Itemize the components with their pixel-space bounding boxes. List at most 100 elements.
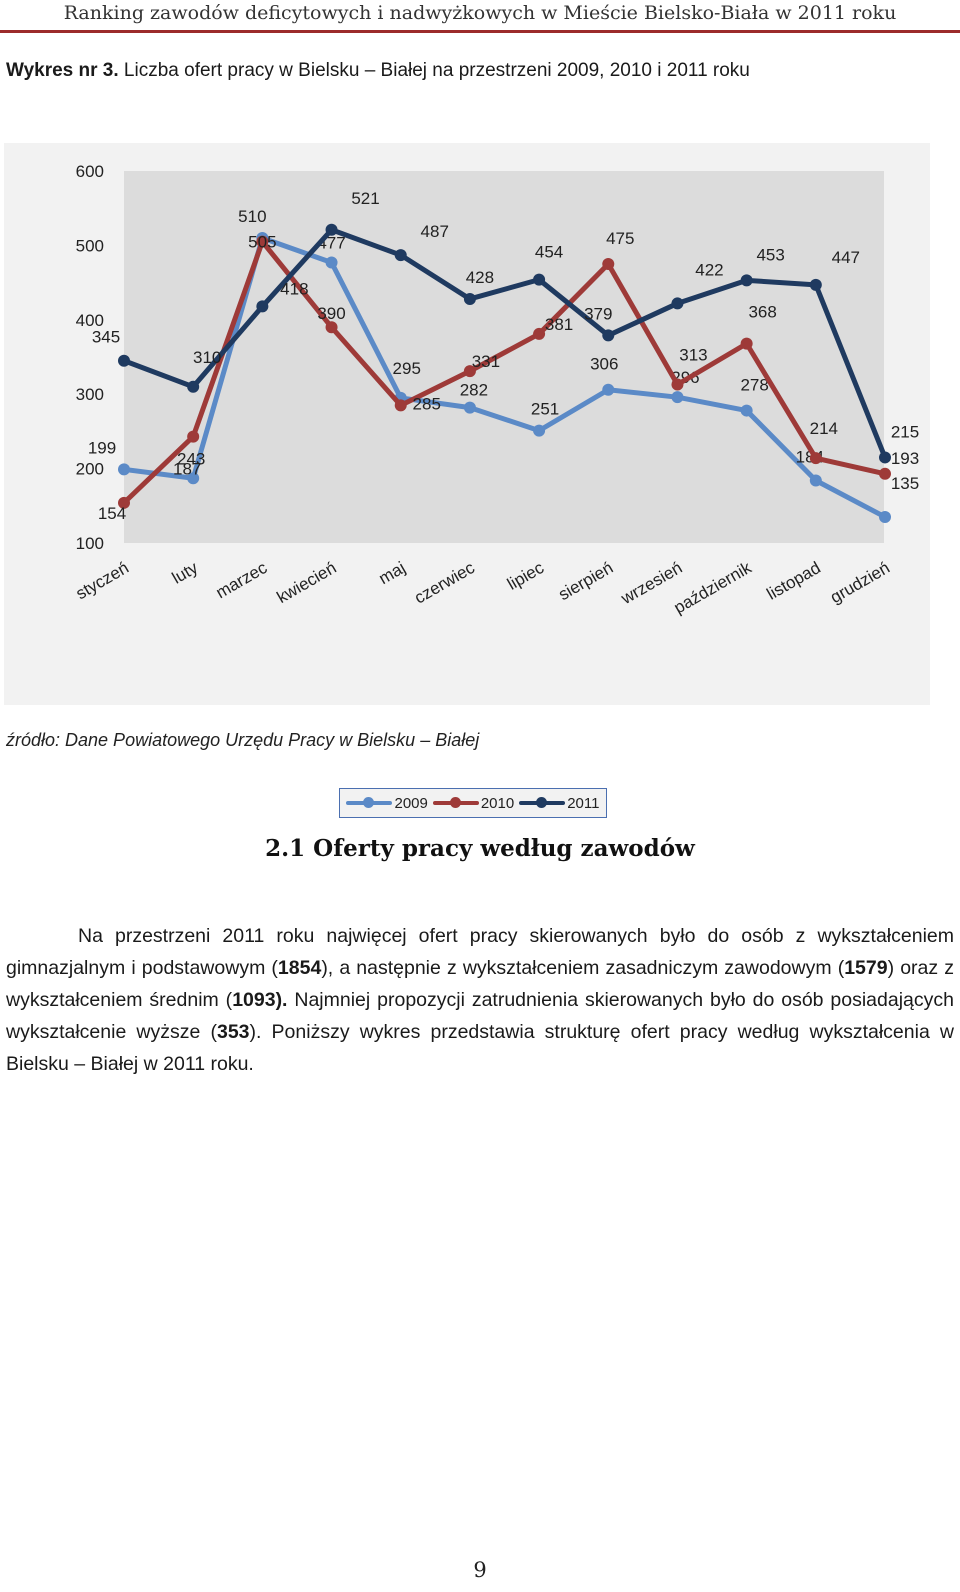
data-point-2010 — [879, 467, 891, 480]
count-zasadnicze: 1579 — [844, 957, 888, 979]
x-tick-label: czerwiec — [411, 558, 478, 608]
x-tick-label: maj — [375, 558, 408, 588]
legend-item-2009: 2009 — [346, 794, 428, 812]
y-tick-label: 100 — [76, 534, 104, 553]
y-tick-label: 600 — [76, 162, 104, 181]
data-point-2010 — [463, 365, 476, 378]
legend-label: 2009 — [394, 794, 428, 812]
data-point-2011 — [740, 274, 753, 287]
section-title: 2.1 Oferty pracy według zawodów — [265, 835, 695, 862]
data-label-2011: 422 — [695, 260, 723, 279]
data-point-2011 — [671, 297, 684, 310]
chart-legend: 2009 2010 2011 — [339, 788, 607, 818]
header-rule — [0, 30, 960, 33]
x-tick-label: kwiecień — [274, 558, 340, 607]
count-srednie: 1093). — [232, 989, 288, 1011]
y-tick-label: 400 — [76, 311, 104, 330]
data-label-2010: 390 — [317, 304, 345, 323]
data-point-2009 — [740, 404, 753, 417]
x-tick-label: styczeń — [73, 558, 132, 603]
plot-area — [124, 171, 884, 543]
line-chart: 100 200 300 400 500 600 styczeń luty marzec kwiec… — [4, 143, 930, 818]
data-label-2011: 453 — [756, 245, 784, 264]
legend-item-2011: 2011 — [519, 795, 599, 812]
data-point-2010 — [325, 321, 338, 334]
data-point-2011 — [809, 278, 822, 291]
data-point-2011 — [394, 249, 407, 262]
x-tick-label: marzec — [213, 558, 271, 603]
y-tick-label: 300 — [76, 385, 104, 404]
data-label-2010: 505 — [248, 233, 276, 252]
series-line-2010 — [121, 239, 888, 506]
data-point-2010 — [671, 378, 684, 391]
legend-swatch — [432, 797, 479, 808]
data-point-2009 — [809, 474, 822, 487]
chart-svg: 100 200 300 400 500 600 styczeń luty marzec kwiec… — [73, 162, 920, 618]
data-label-2011: 379 — [584, 304, 612, 323]
paragraph-text-1: Na przestrzeni 2011 roku najwięcej ofert… — [6, 925, 954, 979]
data-label-2009: 135 — [891, 474, 919, 493]
data-label-2011: 521 — [351, 189, 379, 208]
data-label-2009: 282 — [460, 381, 488, 400]
data-label-2011: 487 — [421, 222, 449, 241]
paragraph-text-2: ), a następnie z wykształceniem zasadnic… — [321, 957, 845, 979]
data-point-2009 — [463, 401, 476, 414]
paragraph-text-5: ). Poniższy wykres przedstawia strukturę… — [6, 1021, 954, 1075]
data-label-2011: 345 — [92, 328, 120, 347]
legend-label: 2011 — [567, 794, 600, 812]
data-point-2011 — [533, 273, 546, 286]
data-label-2010: 331 — [472, 352, 500, 371]
data-point-2009 — [879, 510, 891, 523]
data-point-2010 — [394, 399, 407, 412]
data-label-2010: 193 — [891, 449, 919, 468]
data-label-2010: 214 — [810, 419, 838, 438]
data-point-2011 — [187, 380, 200, 393]
data-point-2009 — [602, 383, 615, 396]
figure-caption-label: Wykres nr 3. — [6, 60, 119, 81]
data-point-2011 — [602, 329, 615, 342]
legend-marker — [449, 797, 461, 808]
paragraph-text-3: ) oraz z wykształceniem średnim ( — [6, 957, 954, 1011]
data-point-2011 — [879, 451, 891, 464]
legend-marker — [363, 797, 375, 808]
data-label-2010: 381 — [545, 315, 573, 334]
data-label-2011: 418 — [280, 279, 308, 298]
legend-swatch — [346, 797, 393, 808]
data-point-2009 — [533, 424, 546, 437]
legend-swatch — [519, 797, 566, 808]
data-point-2009 — [118, 463, 130, 476]
data-label-2010: 285 — [413, 394, 441, 413]
series-line-2011 — [121, 227, 888, 460]
legend-item-2010: 2010 — [432, 794, 515, 812]
data-point-2010 — [602, 258, 615, 270]
data-label-2009: 187 — [173, 459, 201, 478]
data-point-2009 — [187, 472, 200, 485]
data-label-2011: 215 — [891, 422, 919, 441]
data-point-2009 — [671, 391, 684, 404]
data-point-2010 — [187, 430, 200, 443]
count-wyzsze: 353 — [216, 1021, 250, 1043]
y-tick-label: 500 — [76, 236, 104, 255]
data-label-2011: 310 — [193, 348, 221, 367]
data-label-2010: 243 — [177, 450, 205, 469]
data-label-2010: 475 — [606, 229, 634, 248]
data-point-2011 — [463, 292, 476, 305]
data-label-2011: 428 — [466, 268, 494, 287]
figure-caption-text: Liczba ofert pracy w Bielsku – Białej na… — [118, 60, 750, 81]
count-gimnazjalne: 1854 — [277, 957, 322, 979]
legend-label: 2010 — [480, 794, 515, 812]
data-label-2009: 199 — [88, 438, 116, 457]
body-paragraph: Na przestrzeni 2011 roku najwięcej ofert… — [6, 920, 954, 1080]
figure-source: źródło: Dane Powiatowego Urzędu Pracy w … — [6, 730, 480, 750]
running-header: Ranking zawodów deficytowych i nadwyżkow… — [63, 2, 897, 24]
y-tick-label: 200 — [76, 460, 104, 479]
data-label-2009: 278 — [740, 376, 768, 395]
data-label-2009: 306 — [590, 355, 618, 374]
legend-marker — [536, 797, 548, 808]
x-tick-label: grudzień — [827, 558, 893, 607]
data-label-2010: 313 — [679, 346, 707, 365]
data-label-2009: 251 — [531, 400, 559, 419]
data-label-2010: 368 — [748, 303, 776, 322]
data-point-2010 — [118, 496, 130, 509]
x-tick-label: październik — [671, 558, 755, 618]
